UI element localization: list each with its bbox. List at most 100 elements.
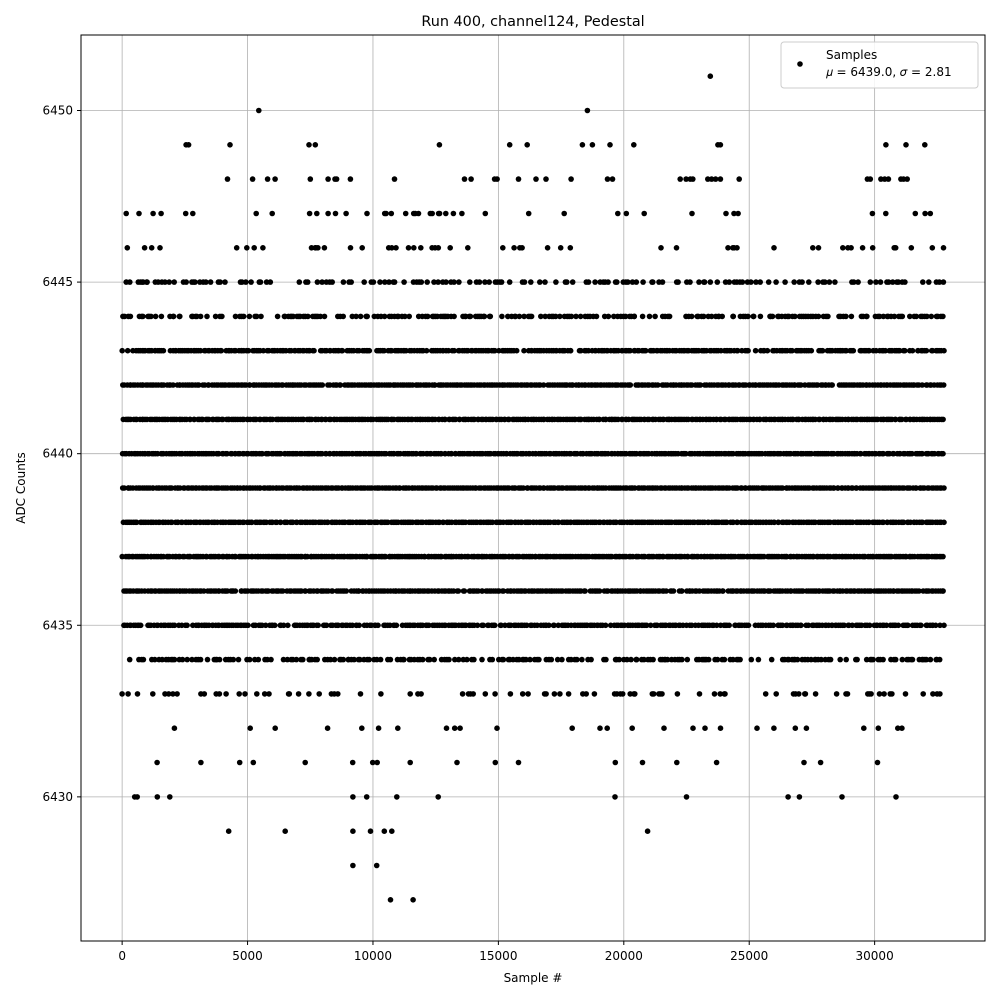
- data-point: [451, 725, 458, 731]
- data-point: [406, 313, 413, 320]
- data-point: [266, 691, 272, 697]
- data-point: [769, 313, 776, 320]
- data-point: [216, 691, 223, 697]
- data-point: [388, 210, 395, 217]
- data-point: [492, 622, 498, 629]
- data-point: [306, 691, 312, 697]
- data-point: [936, 279, 943, 285]
- data-point: [393, 622, 400, 629]
- data-point: [171, 622, 178, 629]
- x-tick-label: 25000: [730, 949, 768, 963]
- data-point: [923, 656, 930, 663]
- data-point: [734, 347, 741, 354]
- data-point: [506, 279, 513, 285]
- data-point: [519, 691, 526, 697]
- data-point: [255, 656, 262, 663]
- data-point: [628, 656, 634, 663]
- data-point: [476, 279, 483, 285]
- data-point: [866, 622, 873, 629]
- outlier-point: [644, 828, 651, 834]
- data-point: [717, 725, 724, 731]
- outlier-point: [307, 176, 314, 182]
- data-point: [306, 210, 313, 217]
- data-point: [351, 656, 357, 663]
- data-point: [705, 656, 712, 663]
- data-point: [588, 656, 594, 663]
- data-point: [720, 588, 726, 594]
- data-point: [381, 313, 388, 320]
- data-point: [936, 656, 943, 663]
- data-point: [624, 656, 630, 663]
- data-point: [538, 313, 544, 320]
- data-point: [418, 245, 424, 251]
- data-point: [232, 313, 239, 320]
- outlier-point: [796, 794, 803, 800]
- data-point: [633, 656, 640, 663]
- data-point: [812, 691, 819, 697]
- data-point: [353, 313, 359, 320]
- data-point: [253, 691, 260, 697]
- data-point: [165, 691, 172, 697]
- data-point: [782, 279, 788, 285]
- data-point: [579, 656, 585, 663]
- data-point: [650, 691, 657, 697]
- data-point: [761, 553, 767, 560]
- plot-frame: [80, 34, 986, 942]
- data-point: [343, 588, 350, 594]
- data-point: [696, 279, 702, 285]
- data-point: [815, 279, 821, 285]
- data-point: [941, 519, 947, 526]
- data-point: [889, 691, 895, 697]
- data-point: [324, 725, 331, 731]
- data-point: [616, 656, 622, 663]
- data-point: [356, 622, 363, 629]
- data-point: [874, 759, 881, 766]
- data-point: [302, 588, 309, 594]
- data-point: [757, 313, 764, 320]
- data-point: [119, 347, 125, 354]
- data-point: [597, 725, 603, 731]
- data-point: [722, 691, 728, 697]
- data-point: [659, 691, 665, 697]
- data-point: [246, 656, 253, 663]
- data-point: [236, 691, 242, 697]
- data-point: [340, 656, 347, 663]
- data-point: [482, 691, 489, 697]
- data-point: [673, 245, 680, 251]
- data-point: [236, 759, 243, 766]
- data-point: [714, 656, 721, 663]
- data-point: [798, 622, 804, 629]
- data-point: [459, 691, 466, 697]
- data-point: [418, 691, 424, 697]
- data-point: [257, 279, 264, 285]
- data-point: [815, 313, 822, 320]
- data-point: [494, 725, 500, 731]
- data-point: [382, 279, 388, 285]
- data-point: [596, 416, 603, 423]
- data-point: [916, 588, 922, 594]
- outlier-point: [435, 794, 442, 800]
- data-point: [713, 759, 720, 766]
- outlier-point: [225, 828, 232, 834]
- data-point: [895, 622, 902, 629]
- data-point: [123, 210, 129, 217]
- data-point: [829, 382, 835, 388]
- x-tick-label: 15000: [479, 949, 517, 963]
- data-point: [370, 279, 377, 285]
- outlier-point: [227, 142, 233, 148]
- data-point: [734, 245, 740, 251]
- data-point: [455, 656, 462, 663]
- data-point: [909, 450, 915, 457]
- outlier-point: [312, 142, 319, 148]
- outlier-point: [410, 897, 416, 903]
- data-point: [148, 313, 154, 320]
- data-point: [909, 347, 916, 354]
- data-point: [806, 279, 812, 285]
- data-point: [242, 691, 248, 697]
- data-point: [789, 347, 795, 354]
- data-point: [196, 382, 202, 388]
- data-point: [487, 313, 494, 320]
- data-point: [930, 691, 936, 697]
- data-point: [382, 553, 389, 560]
- data-point: [918, 622, 924, 629]
